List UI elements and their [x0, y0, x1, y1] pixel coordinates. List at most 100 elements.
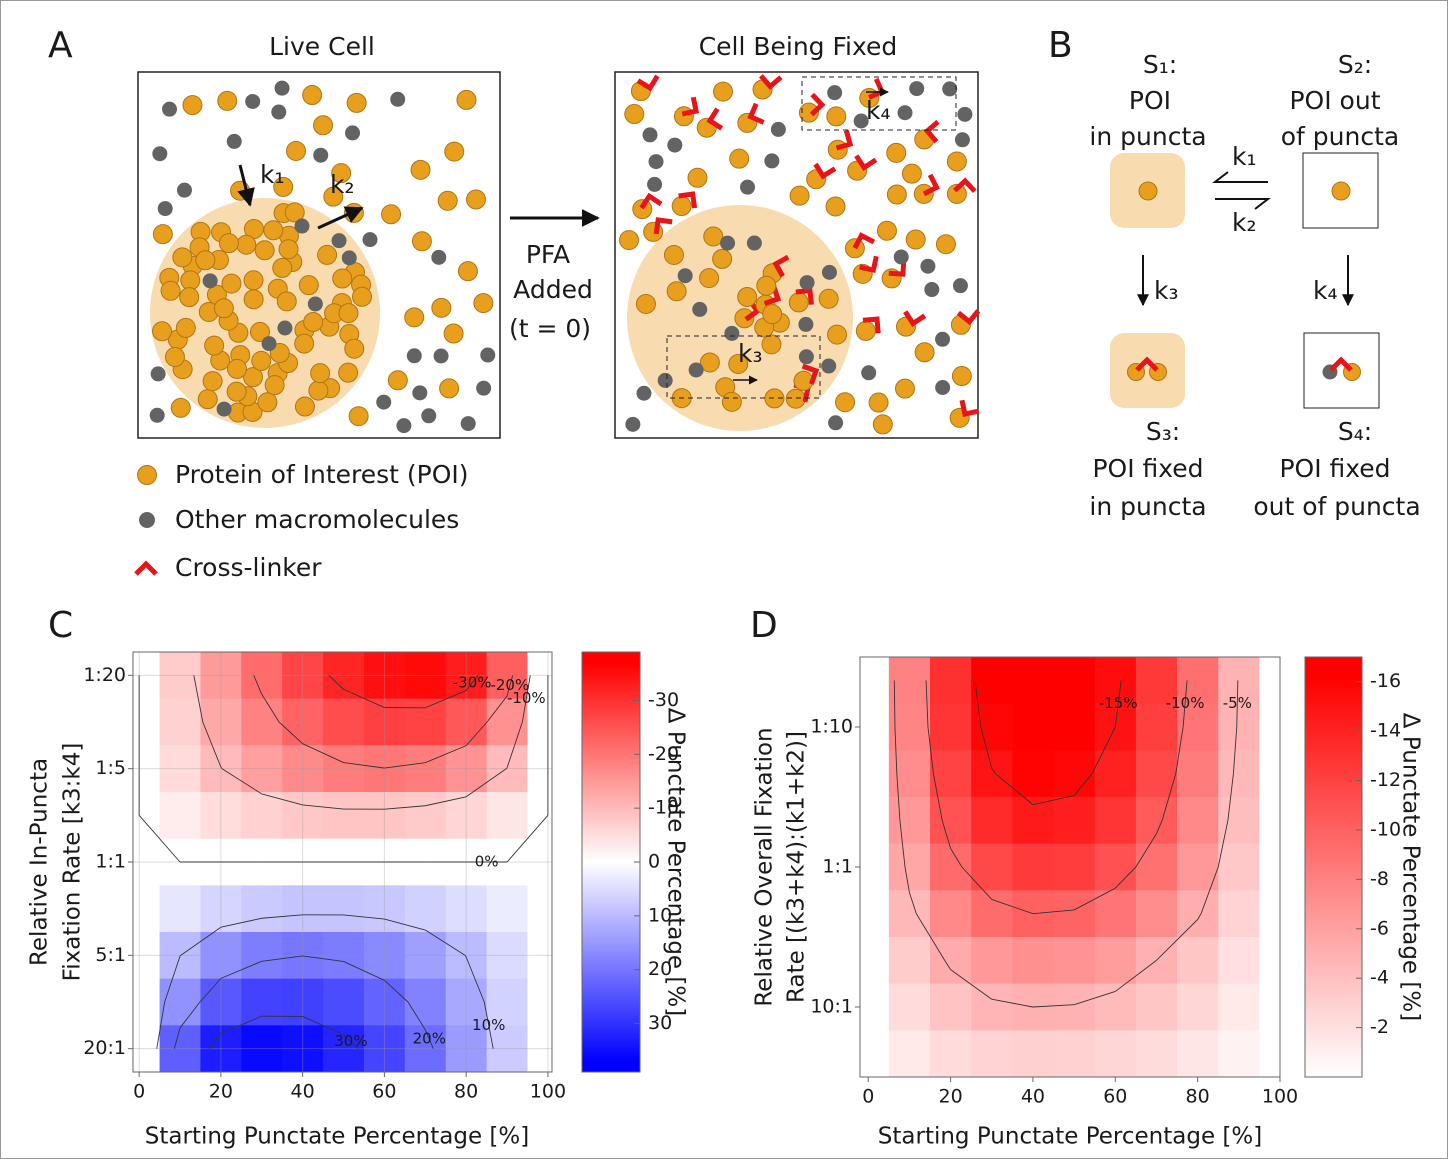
contour-line	[425, 745, 467, 764]
x-axis-label: Starting Punctate Percentage [%]	[878, 1124, 1262, 1150]
state-text: in puncta	[1089, 122, 1206, 151]
heat-cell	[323, 745, 365, 793]
macromolecule	[893, 249, 909, 265]
heat-cell	[282, 698, 324, 746]
colorbar	[1304, 656, 1363, 1078]
poi	[789, 185, 810, 206]
contour-line	[1135, 833, 1157, 868]
macromolecule	[692, 301, 708, 317]
poi	[236, 234, 257, 255]
dashed-box	[801, 76, 957, 131]
contour-line	[425, 929, 466, 956]
heat-cell	[971, 1030, 1013, 1077]
poi	[635, 293, 656, 314]
contour-line	[220, 917, 262, 928]
heat-cell	[159, 792, 202, 840]
heat-cell	[200, 932, 242, 980]
poi	[278, 239, 299, 260]
heat-cell	[159, 885, 202, 933]
contour-line	[944, 960, 951, 970]
heat-cell	[323, 698, 365, 746]
y-tick-label: 10:1	[810, 996, 853, 1018]
macromolecule	[162, 101, 178, 117]
poi	[351, 286, 372, 307]
heat-cell	[200, 885, 242, 933]
poi	[411, 231, 432, 252]
heat-cell	[363, 978, 406, 1026]
heat-cell	[486, 652, 529, 700]
poi	[264, 375, 285, 396]
contour-label: 10%	[472, 1016, 505, 1034]
macromolecule	[935, 331, 951, 347]
contour-line	[941, 820, 952, 849]
contour-line	[893, 680, 896, 728]
macromolecule	[261, 336, 277, 352]
poi	[466, 189, 487, 210]
poi	[197, 389, 218, 410]
heat-cell	[133, 1025, 161, 1072]
contour-line	[1156, 919, 1198, 961]
heat-cell	[1177, 890, 1219, 938]
poi	[761, 334, 782, 355]
heat-cell	[323, 652, 365, 700]
heat-cell	[445, 698, 488, 746]
heat-cell	[1012, 937, 1055, 985]
plot-area	[133, 652, 552, 1072]
poi	[331, 163, 352, 184]
macromolecule	[897, 105, 913, 121]
cross-linker	[1135, 356, 1159, 372]
contour-line	[1182, 680, 1188, 728]
heat-cell	[404, 745, 447, 793]
heat-cell	[1135, 750, 1178, 798]
colorbar-tick-label: -14	[1370, 720, 1401, 742]
molecules	[149, 74, 981, 435]
contour-line	[1114, 866, 1137, 889]
macromolecule	[396, 418, 412, 434]
state-text: POI fixed	[1092, 454, 1203, 483]
heat-cell	[971, 983, 1013, 1031]
macromolecule	[720, 235, 736, 251]
heat-cell	[860, 750, 890, 798]
poi	[243, 289, 264, 310]
heat-cell	[930, 703, 972, 751]
colorbar-tick-label: -8	[1370, 868, 1389, 890]
colorbar-label: Δ Punctate Percentage [%]	[1398, 713, 1424, 1021]
macromolecule	[740, 179, 756, 195]
poi	[872, 414, 893, 435]
heat-cell	[282, 652, 324, 700]
contour-line	[302, 1016, 344, 1036]
macromolecule	[952, 278, 968, 294]
poi	[886, 184, 907, 205]
heat-cell	[930, 1030, 972, 1077]
macromolecule	[799, 275, 815, 291]
arrow	[237, 164, 255, 207]
contour-line	[253, 675, 263, 695]
heat-cell	[888, 937, 931, 985]
heat-cell	[1218, 890, 1261, 938]
cross-linker	[636, 74, 660, 92]
rate-label: k₂	[1232, 208, 1257, 237]
poi	[195, 250, 216, 271]
poi	[257, 392, 278, 413]
contour-line	[904, 866, 910, 893]
poi	[666, 281, 687, 302]
y-axis-label: Rate [(k3+k4):(k1+k2)]	[784, 731, 810, 1003]
contour-label: 0%	[475, 853, 499, 871]
heat-cell	[1259, 890, 1280, 938]
heat-cell	[404, 698, 447, 746]
heat-cell	[323, 932, 365, 980]
legend-label: Cross-linker	[175, 553, 322, 582]
heat-cell	[1135, 657, 1178, 705]
contour-line	[173, 1027, 181, 1049]
heat-cell	[445, 1025, 488, 1072]
poi	[221, 273, 242, 294]
panel-label: C	[48, 605, 73, 646]
heat-cell	[1259, 750, 1280, 798]
poi	[729, 148, 750, 169]
heat-cell	[363, 652, 406, 700]
contour-line	[425, 690, 467, 709]
heat-cell	[1053, 750, 1096, 798]
macromolecule	[920, 258, 936, 274]
contour-line	[506, 767, 508, 769]
colorbar-tick-label: -12	[1370, 769, 1401, 791]
